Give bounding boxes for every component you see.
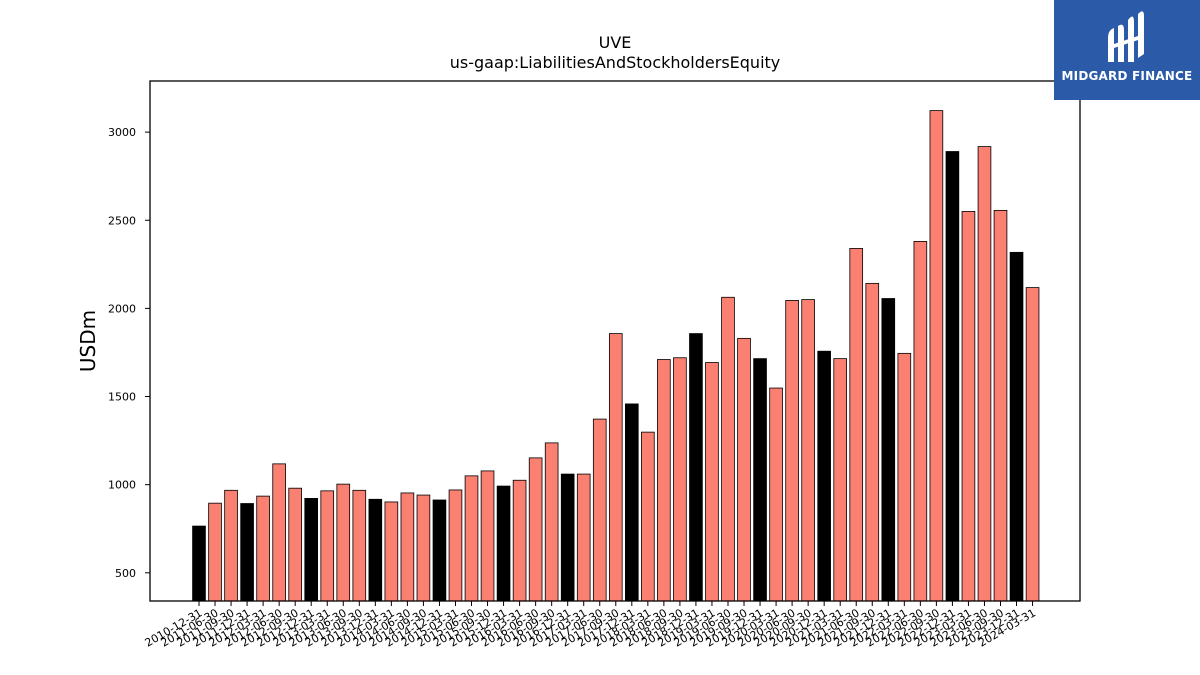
bar-2023-12-31 [1009,251,1024,602]
bar-2018-03-31 [641,431,655,602]
bar-2021-03-31 [833,358,847,602]
bar-2017-06-30 [592,418,607,602]
bar-2019-09-30 [737,337,751,602]
bar-2017-03-31 [576,473,591,602]
bar-2020-03-31 [769,387,783,602]
bar-2015-06-30 [464,475,479,602]
y-tick-label: 2000 [108,302,136,315]
bar-2023-06-30 [977,146,992,602]
bar-2020-12-31 [817,350,831,602]
bar-2013-09-30 [352,489,367,602]
y-tick-label: 1000 [108,479,136,492]
bar-2017-09-30 [608,333,623,602]
y-tick-label: 3000 [108,126,136,139]
bar-2014-12-31 [432,499,447,602]
bar-2018-09-30 [673,357,687,602]
bar-2022-06-30 [913,241,928,602]
bar-2013-06-30 [336,483,351,602]
bar-2019-06-30 [721,296,735,602]
bar-2021-06-30 [849,248,864,602]
bar-2022-03-31 [897,352,912,602]
bar-2014-03-31 [384,501,399,602]
bar-2018-06-30 [657,359,671,602]
bar-2012-09-30 [288,487,302,602]
bar-2023-03-31 [961,211,976,602]
bar-2010-12-31 [192,525,206,602]
y-axis-ticks: 500 1000 1500 2000 2500 3000 [108,126,150,580]
y-tick-label: 500 [115,567,136,580]
bar-2019-12-31 [753,358,767,602]
bar-2019-03-31 [705,362,719,602]
bar-2024-03-31 [1025,287,1040,602]
bar-2012-12-31 [304,498,319,602]
bars-group [192,110,1040,602]
bar-2021-12-31 [881,298,896,602]
bar-2022-09-30 [929,110,944,602]
bar-2012-06-30 [272,463,286,602]
brand-logo: MIDGARD FINANCE [1054,0,1200,100]
bar-2015-03-31 [448,489,463,602]
bar-2011-09-30 [224,489,238,602]
bar-2013-03-31 [320,490,335,602]
bar-2016-06-30 [528,457,543,602]
bar-2016-12-31 [560,473,575,602]
bar-2012-03-31 [256,495,270,602]
bar-2014-06-30 [400,492,415,602]
bar-2020-09-30 [801,299,815,602]
bar-2020-06-30 [785,300,799,602]
bar-2017-12-31 [625,403,639,602]
bar-2011-06-30 [208,502,222,602]
midgard-logo-icon [1108,11,1144,63]
bar-2011-12-31 [240,503,254,602]
y-axis-label: USDm [76,310,100,372]
bar-2018-12-31 [689,333,703,602]
bar-2022-12-31 [945,151,960,602]
bar-2023-09-30 [993,209,1008,602]
bar-2021-09-30 [865,282,880,602]
bar-2014-09-30 [416,494,431,602]
bar-2013-12-31 [368,498,383,602]
x-axis-ticks: 2010-12-312011-06-302011-09-302011-12-31… [143,601,1038,650]
bar-2015-12-31 [496,485,511,602]
logo-text: MIDGARD FINANCE [1061,69,1193,83]
bar-2016-09-30 [544,442,559,602]
chart-title: UVE [599,33,632,52]
plot-frame [149,80,1081,602]
bar-2015-09-30 [480,470,495,602]
chart-subtitle: us-gaap:LiabilitiesAndStockholdersEquity [450,53,781,72]
bar-2016-03-31 [512,479,527,602]
y-tick-label: 2500 [108,214,136,227]
y-tick-label: 1500 [108,391,136,404]
